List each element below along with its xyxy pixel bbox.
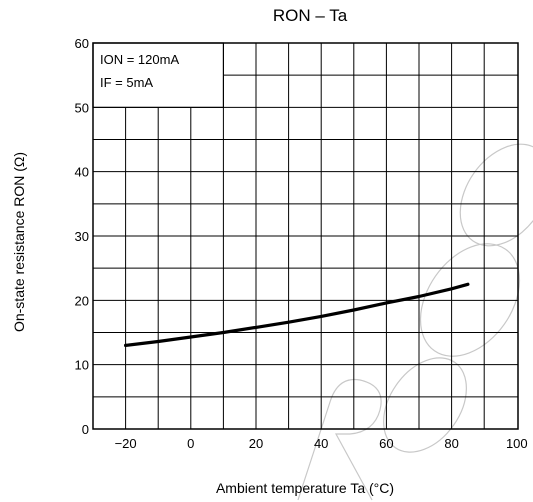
series-line: [123, 282, 470, 347]
y-tick-label: 40: [75, 165, 89, 180]
x-tick-label: 80: [444, 436, 458, 451]
y-tick-label: 0: [82, 422, 89, 437]
y-tick-label: 50: [75, 100, 89, 115]
watermark: [297, 143, 533, 501]
x-tick-label: 100: [506, 436, 528, 451]
condition-label: ION = 120mA: [100, 52, 179, 67]
x-tick-labels: −20 0 20 40 60 80 100: [115, 436, 528, 451]
series: [123, 282, 470, 347]
plot-frame: [92, 42, 519, 430]
condition-box: ION = 120mA IF = 5mA: [92, 42, 224, 108]
y-axis-label: On-state resistance RON (Ω): [11, 152, 27, 332]
x-tick-label: −20: [115, 436, 137, 451]
x-tick-label: 0: [187, 436, 194, 451]
y-tick-label: 30: [75, 229, 89, 244]
chart-title: RON – Ta: [273, 6, 348, 25]
x-tick-label: 40: [314, 436, 328, 451]
y-tick-label: 10: [75, 358, 89, 373]
x-axis-label: Ambient temperature Ta (°C): [216, 480, 394, 496]
y-tick-label: 20: [75, 293, 89, 308]
y-tick-labels: 0 10 20 30 40 50 60: [75, 36, 89, 437]
grid-lines: [93, 43, 518, 429]
x-tick-label: 60: [379, 436, 393, 451]
x-tick-label: 20: [249, 436, 263, 451]
condition-label: IF = 5mA: [100, 75, 153, 90]
y-tick-label: 60: [75, 36, 89, 51]
